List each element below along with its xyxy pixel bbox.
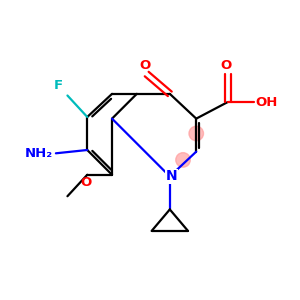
Text: O: O xyxy=(140,59,151,72)
Circle shape xyxy=(176,153,190,167)
Text: NH₂: NH₂ xyxy=(25,147,52,160)
Text: O: O xyxy=(80,176,91,189)
Circle shape xyxy=(189,126,203,141)
Text: N: N xyxy=(166,169,177,183)
Text: F: F xyxy=(53,79,62,92)
Text: O: O xyxy=(220,59,232,72)
Text: OH: OH xyxy=(256,96,278,109)
